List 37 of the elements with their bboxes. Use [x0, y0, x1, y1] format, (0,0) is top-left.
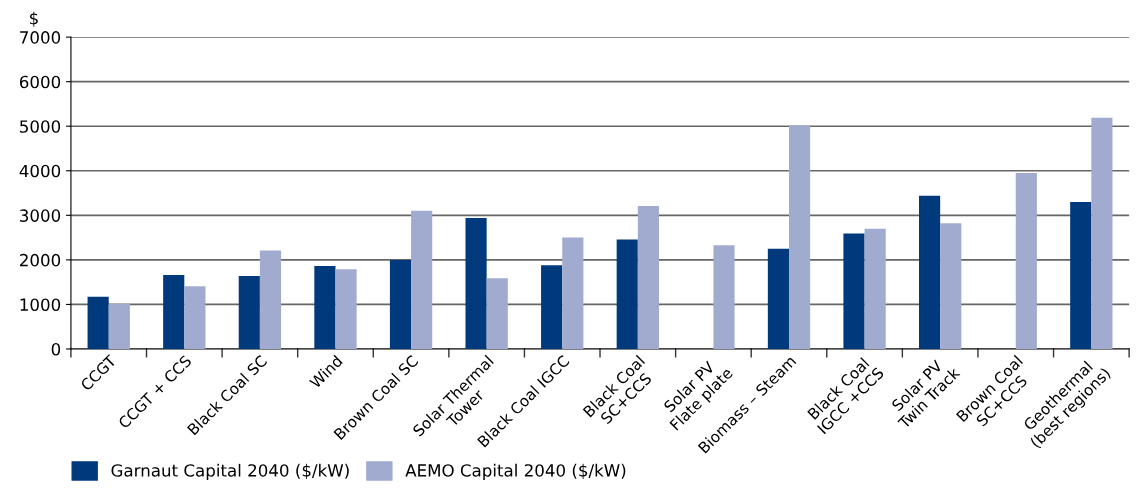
y-tick-label: 0	[51, 342, 61, 356]
y-tick-label: 3000	[20, 209, 61, 222]
bar	[108, 303, 130, 349]
bar	[389, 259, 412, 349]
bar	[465, 218, 487, 349]
y-tick-label: 4000	[19, 164, 61, 178]
bar	[767, 248, 789, 349]
bar	[486, 278, 508, 349]
bar	[940, 223, 962, 349]
bar	[411, 210, 433, 349]
bar	[843, 233, 865, 349]
bar	[1070, 201, 1092, 349]
bar	[637, 205, 659, 349]
y-tick-label: 2000	[20, 253, 61, 267]
legend-label: Garnaut Capital 2040 ($/kW)	[111, 463, 349, 480]
bar	[541, 265, 563, 349]
y-tick-label: 5000	[20, 120, 61, 133]
legend-label: AEMO Capital 2040 ($/kW)	[405, 463, 626, 480]
y-tick-label: 1000	[20, 298, 61, 311]
bar	[1015, 173, 1037, 349]
bar	[238, 275, 260, 349]
y-axis-title: $	[29, 11, 38, 27]
y-tick-label: 7000	[20, 31, 61, 44]
bar	[87, 296, 109, 349]
bar	[713, 245, 735, 349]
bar	[163, 275, 185, 349]
bar	[314, 266, 336, 349]
bar	[788, 125, 811, 349]
bar	[1091, 117, 1113, 349]
bar	[864, 228, 886, 349]
bar	[259, 250, 282, 349]
y-tick-label: 6000	[19, 75, 61, 89]
bar	[184, 286, 206, 349]
bar	[562, 237, 584, 349]
bar	[335, 269, 357, 349]
bar	[919, 195, 941, 349]
bar	[616, 239, 638, 349]
